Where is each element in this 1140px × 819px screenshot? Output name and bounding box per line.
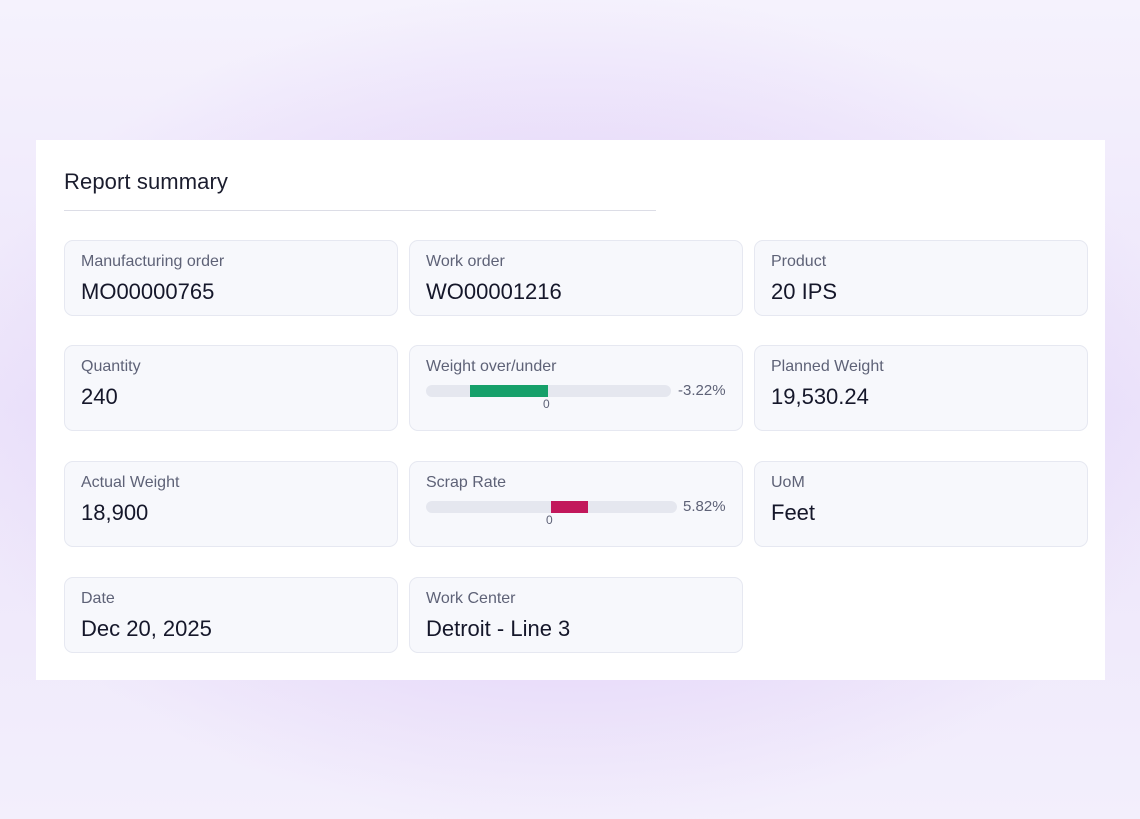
date-value: Dec 20, 2025 xyxy=(81,616,212,641)
product-card: Product 20 IPS xyxy=(754,240,1088,316)
scrap-rate-bar-track xyxy=(426,501,677,513)
work-order-label: Work order xyxy=(426,253,505,270)
planned-weight-card: Planned Weight 19,530.24 xyxy=(754,345,1088,431)
report-summary-panel: Report summary Manufacturing order MO000… xyxy=(36,140,1105,680)
work-order-card: Work order WO00001216 xyxy=(409,240,743,316)
weight-over-under-label: Weight over/under xyxy=(426,358,557,375)
manufacturing-order-card: Manufacturing order MO00000765 xyxy=(64,240,398,316)
scrap-rate-card: Scrap Rate 0 5.82% xyxy=(409,461,743,547)
planned-weight-label: Planned Weight xyxy=(771,358,884,375)
uom-value: Feet xyxy=(771,500,816,525)
quantity-value: 240 xyxy=(81,384,118,409)
uom-card: UoM Feet xyxy=(754,461,1088,547)
actual-weight-card: Actual Weight 18,900 xyxy=(64,461,398,547)
actual-weight-label: Actual Weight xyxy=(81,474,180,491)
work-center-value: Detroit - Line 3 xyxy=(426,616,571,641)
manufacturing-order-value: MO00000765 xyxy=(81,279,215,304)
scrap-rate-bar-fill xyxy=(551,501,588,513)
title-divider xyxy=(64,210,656,211)
product-value: 20 IPS xyxy=(771,279,838,304)
scrap-rate-value: 5.82% xyxy=(683,498,726,515)
scrap-rate-zero-label: 0 xyxy=(546,513,553,527)
date-card: Date Dec 20, 2025 xyxy=(64,577,398,653)
weight-over-under-bar-track xyxy=(426,385,671,397)
work-order-value: WO00001216 xyxy=(426,279,562,304)
scrap-rate-label: Scrap Rate xyxy=(426,474,507,491)
weight-over-under-zero-label: 0 xyxy=(543,397,550,411)
quantity-card: Quantity 240 xyxy=(64,345,398,431)
panel-title: Report summary xyxy=(64,169,228,194)
weight-over-under-value: -3.22% xyxy=(678,382,726,399)
quantity-label: Quantity xyxy=(81,358,141,375)
weight-over-under-card: Weight over/under 0 -3.22% xyxy=(409,345,743,431)
work-center-card: Work Center Detroit - Line 3 xyxy=(409,577,743,653)
planned-weight-value: 19,530.24 xyxy=(771,384,869,409)
uom-label: UoM xyxy=(771,474,805,491)
work-center-label: Work Center xyxy=(426,590,516,607)
date-label: Date xyxy=(81,590,115,607)
actual-weight-value: 18,900 xyxy=(81,500,149,525)
weight-over-under-bar-fill xyxy=(469,385,548,397)
product-label: Product xyxy=(771,253,827,270)
manufacturing-order-label: Manufacturing order xyxy=(81,253,225,270)
